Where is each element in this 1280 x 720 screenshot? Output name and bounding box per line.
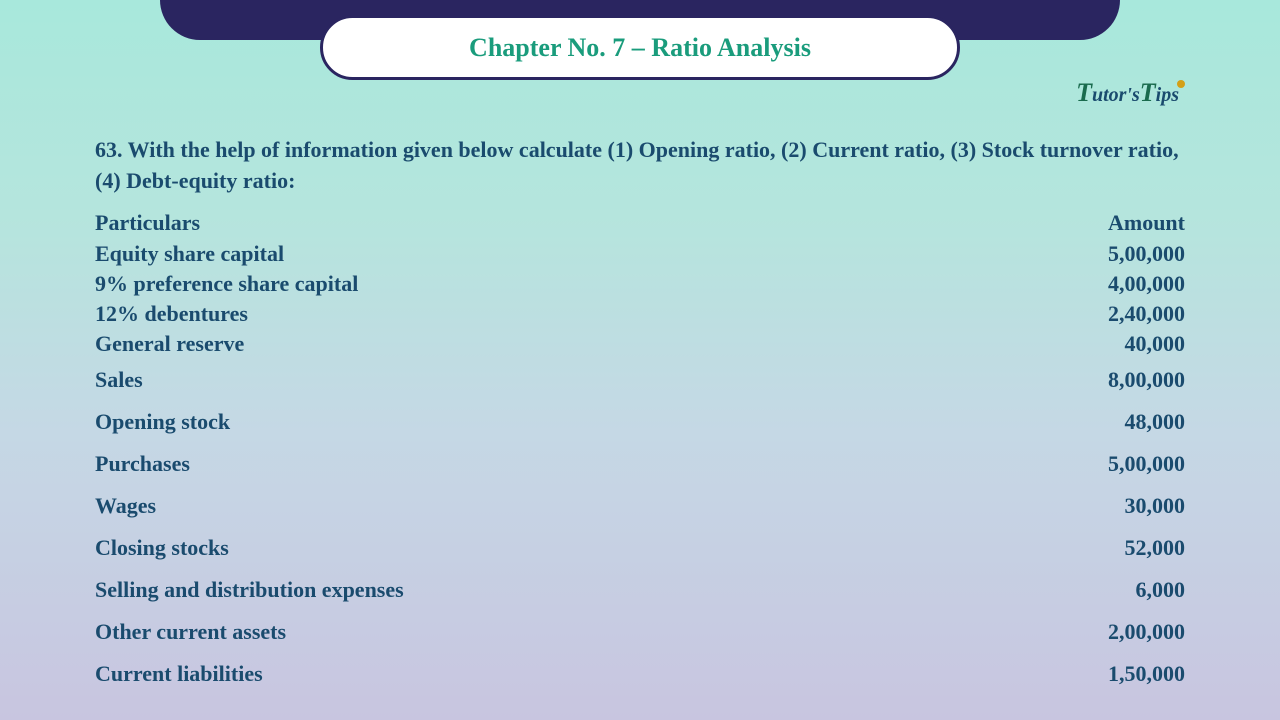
chapter-pill: Chapter No. 7 – Ratio Analysis: [320, 15, 960, 80]
row-value: 8,00,000: [1108, 367, 1185, 393]
row-value: 5,00,000: [1108, 451, 1185, 477]
content-area: 63. With the help of information given b…: [95, 135, 1185, 695]
table-row: Selling and distribution expenses 6,000: [95, 569, 1185, 611]
row-label: Sales: [95, 367, 143, 393]
table-row: General reserve 40,000: [95, 329, 1185, 359]
row-value: 52,000: [1125, 535, 1186, 561]
header-particulars: Particulars: [95, 210, 200, 236]
row-value: 30,000: [1125, 493, 1186, 519]
row-value: 1,50,000: [1108, 661, 1185, 687]
table-row: Other current assets 2,00,000: [95, 611, 1185, 653]
table-row: Closing stocks 52,000: [95, 527, 1185, 569]
row-label: Equity share capital: [95, 241, 284, 267]
row-value: 6,000: [1136, 577, 1186, 603]
row-label: Opening stock: [95, 409, 230, 435]
row-value: 2,40,000: [1108, 301, 1185, 327]
row-label: 9% preference share capital: [95, 271, 358, 297]
table-header: Particulars Amount: [95, 207, 1185, 239]
logo-dot-icon: [1177, 80, 1185, 88]
row-label: 12% debentures: [95, 301, 248, 327]
row-value: 4,00,000: [1108, 271, 1185, 297]
table-row: Purchases 5,00,000: [95, 443, 1185, 485]
row-value: 5,00,000: [1108, 241, 1185, 267]
row-label: Purchases: [95, 451, 190, 477]
row-label: Closing stocks: [95, 535, 229, 561]
table-row: Equity share capital 5,00,000: [95, 239, 1185, 269]
table-row: Opening stock 48,000: [95, 401, 1185, 443]
question-text: 63. With the help of information given b…: [95, 135, 1185, 197]
row-value: 2,00,000: [1108, 619, 1185, 645]
row-label: General reserve: [95, 331, 244, 357]
row-label: Other current assets: [95, 619, 286, 645]
header-amount: Amount: [1108, 210, 1185, 236]
table-row: 12% debentures 2,40,000: [95, 299, 1185, 329]
row-label: Selling and distribution expenses: [95, 577, 404, 603]
data-table: Particulars Amount Equity share capital 5…: [95, 207, 1185, 695]
table-row: 9% preference share capital 4,00,000: [95, 269, 1185, 299]
table-row: Current liabilities 1,50,000: [95, 653, 1185, 695]
chapter-title: Chapter No. 7 – Ratio Analysis: [469, 33, 811, 63]
row-value: 40,000: [1125, 331, 1186, 357]
row-value: 48,000: [1125, 409, 1186, 435]
tutors-tips-logo: Tutor'sTips: [1076, 78, 1185, 108]
row-label: Wages: [95, 493, 156, 519]
table-row: Sales 8,00,000: [95, 359, 1185, 401]
row-label: Current liabilities: [95, 661, 263, 687]
table-row: Wages 30,000: [95, 485, 1185, 527]
